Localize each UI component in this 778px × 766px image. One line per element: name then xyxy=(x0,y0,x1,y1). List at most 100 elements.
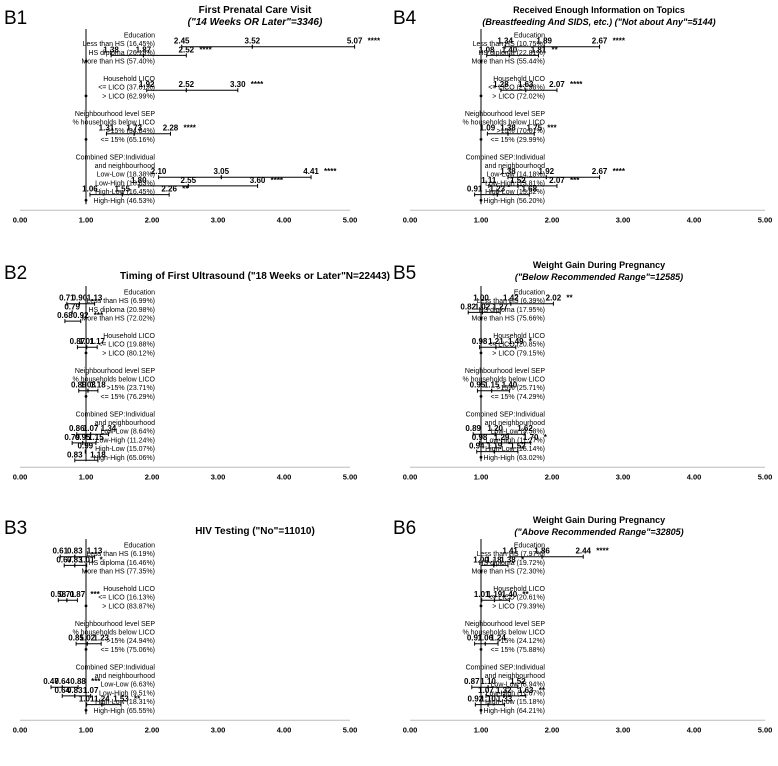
significance-stars: * xyxy=(521,555,525,564)
ci-high-label: 1.27 xyxy=(492,302,508,311)
row-label: >15% (24.94%) xyxy=(107,638,155,645)
or-label: 1.42 xyxy=(503,294,519,303)
or-label: 1.24 xyxy=(94,695,110,704)
ci-low-label: 0.98 xyxy=(472,337,488,346)
x-tick-label: 0.00 xyxy=(13,472,28,481)
row-label: Less than HS (16.45%) xyxy=(83,41,155,48)
row-label: Neighbourhood level SEP xyxy=(75,111,155,118)
x-tick-label: 4.00 xyxy=(687,215,702,224)
reference-marker xyxy=(479,648,483,651)
row-label: HS diploma (26.15%) xyxy=(88,50,155,57)
row-label: Neighbourhood level SEP xyxy=(465,621,545,628)
significance-stars: *** xyxy=(90,590,100,599)
or-label: 1.86 xyxy=(534,547,550,556)
ci-high-label: 1.81 xyxy=(531,45,547,54)
row-label: % households below LICO xyxy=(73,377,156,384)
ci-low-label: 0.83 xyxy=(67,450,83,459)
significance-stars: **** xyxy=(570,80,583,89)
x-tick-label: 1.00 xyxy=(474,472,489,481)
row-label: High-Low (15.82%) xyxy=(485,189,545,196)
reference-marker xyxy=(84,59,88,63)
or-label: 1.06 xyxy=(477,634,493,643)
reference-marker xyxy=(479,138,483,141)
ci-low-label: 0.64 xyxy=(54,686,70,695)
chart-subtitle: ("14 Weeks OR Later"=3346) xyxy=(188,17,323,28)
x-tick-label: 5.00 xyxy=(343,215,358,224)
reference-marker xyxy=(479,351,483,355)
row-label: HS diploma (19.72%) xyxy=(478,560,545,567)
significance-stars: * xyxy=(100,555,104,564)
ci-high-label: 3.30 xyxy=(230,80,246,89)
or-label: 1.02 xyxy=(475,302,491,311)
ci-low-label: 0.91 xyxy=(467,634,483,643)
ci-low-label: 0.82 xyxy=(460,302,476,311)
row-label: <= 15% (65.16%) xyxy=(101,137,155,144)
row-label: Education xyxy=(514,290,545,297)
row-label: Household LICO xyxy=(103,586,155,593)
x-tick-label: 0.00 xyxy=(403,215,418,224)
x-tick-label: 1.00 xyxy=(79,725,94,734)
significance-stars: * xyxy=(544,433,548,442)
ci-high-label: 1.01 xyxy=(79,555,95,564)
ci-high-label: 2.52 xyxy=(179,45,195,54)
significance-stars: *** xyxy=(547,124,557,133)
ci-low-label: 0.68 xyxy=(57,311,73,320)
row-label: <= 15% (75.88%) xyxy=(491,647,545,654)
significance-stars: ** xyxy=(134,695,141,704)
or-label: 0.95 xyxy=(75,433,91,442)
chart-title: Weight Gain During Pregnancy xyxy=(533,515,665,525)
ci-low-label: 1.00 xyxy=(473,555,489,564)
significance-stars: **** xyxy=(183,124,196,133)
x-tick-label: 3.00 xyxy=(616,215,631,224)
or-label: 2.55 xyxy=(181,176,197,185)
row-label: Combined SEP:Individual xyxy=(76,154,156,161)
or-label: 1.10 xyxy=(480,677,496,686)
row-label: <= LICO (20.61%) xyxy=(488,595,545,602)
row-label: and neighbourhood xyxy=(485,673,545,680)
x-tick-label: 0.00 xyxy=(13,215,28,224)
or-label: 1.73 xyxy=(126,124,142,133)
x-tick-label: 3.00 xyxy=(616,472,631,481)
significance-stars: **** xyxy=(613,167,626,176)
ci-low-label: 1.34 xyxy=(497,37,513,46)
ci-high-label: 0.92 xyxy=(73,311,89,320)
ci-high-label: 3.60 xyxy=(250,176,266,185)
significance-stars: **** xyxy=(251,80,264,89)
x-tick-label: 2.00 xyxy=(545,472,560,481)
ci-low-label: 2.10 xyxy=(151,167,167,176)
row-label: Low-Low (14.18%) xyxy=(487,172,545,179)
row-label: >15% (25.71%) xyxy=(497,385,545,392)
row-label: <= 15% (29.99%) xyxy=(491,137,545,144)
x-tick-label: 2.00 xyxy=(145,725,160,734)
row-label: Neighbourhood level SEP xyxy=(465,368,545,375)
row-label: <= LICO (19.88%) xyxy=(98,342,155,349)
row-label: % households below LICO xyxy=(73,630,156,637)
row-label: and neighbourhood xyxy=(95,673,155,680)
significance-stars: *** xyxy=(570,176,580,185)
significance-stars: ** xyxy=(566,294,573,303)
row-label: <= 15% (75.06%) xyxy=(101,647,155,654)
x-tick-label: 4.00 xyxy=(277,215,292,224)
ci-high-label: 1.75 xyxy=(526,124,542,133)
row-label: <= 15% (74.29%) xyxy=(491,394,545,401)
ci-high-label: 1.70 xyxy=(523,433,539,442)
ci-high-label: 1.24 xyxy=(490,634,506,643)
ci-high-label: 1.40 xyxy=(502,381,518,390)
x-tick-label: 1.00 xyxy=(474,725,489,734)
ci-low-label: 1.01 xyxy=(79,695,95,704)
row-label: <= LICO (27.98%) xyxy=(488,85,545,92)
row-label: and neighbourhood xyxy=(95,420,155,427)
reference-marker xyxy=(479,316,483,320)
or-label: 1.19 xyxy=(487,590,503,599)
or-label: 0.71 xyxy=(59,590,75,599)
ci-high-label: 1.62 xyxy=(517,424,533,433)
ci-high-label: 1.52 xyxy=(510,677,526,686)
row-label: % households below LICO xyxy=(463,120,546,127)
x-tick-label: 5.00 xyxy=(758,725,773,734)
or-label: 1.23 xyxy=(490,185,506,194)
row-label: >15% (70.01%) xyxy=(497,128,545,135)
row-label: > LICO (79.39%) xyxy=(492,603,545,610)
or-label: 0.64 xyxy=(54,677,70,686)
or-label: 1.29 xyxy=(494,433,510,442)
